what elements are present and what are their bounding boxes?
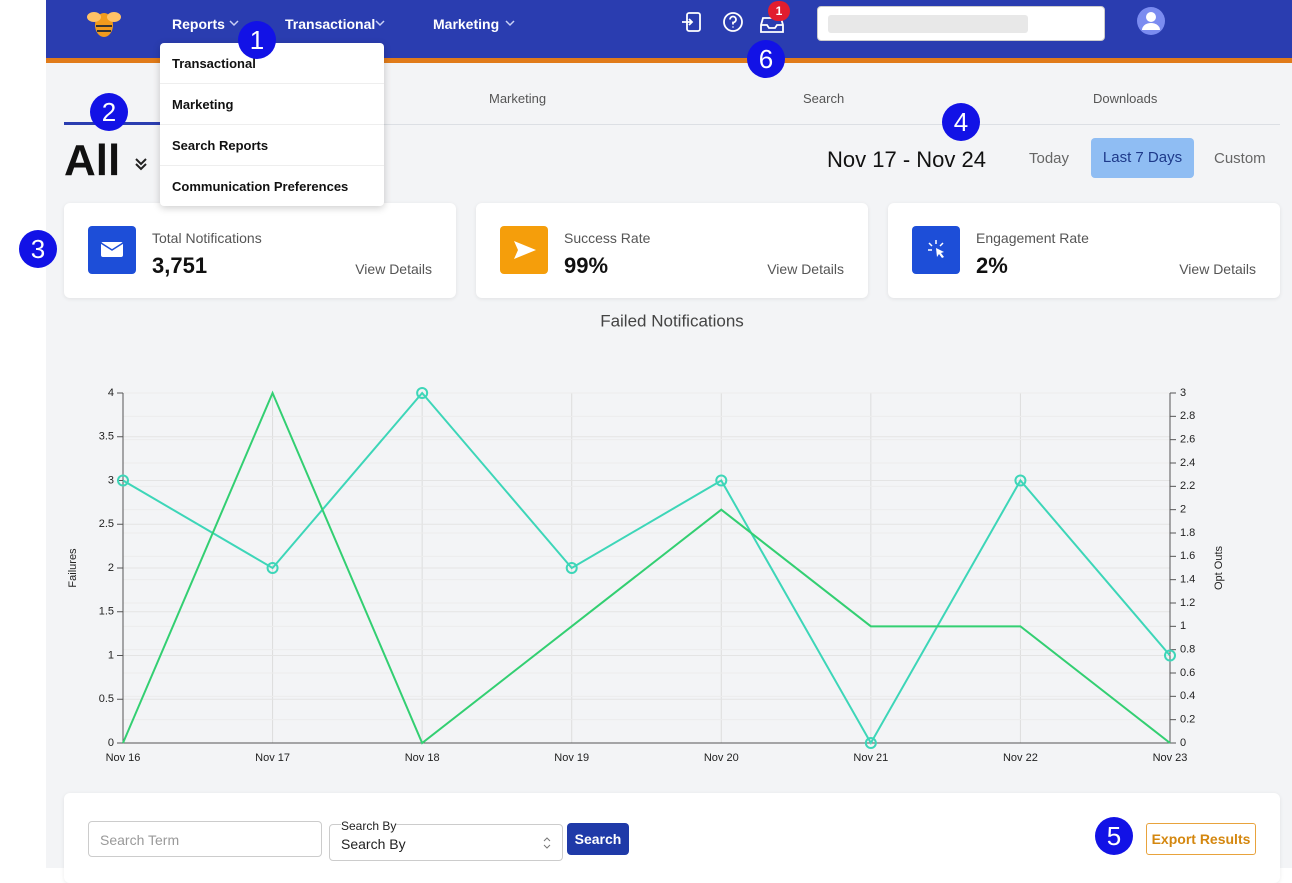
nav-menu[interactable]: Transactional	[285, 16, 376, 32]
tab[interactable]: Marketing	[489, 91, 547, 106]
dropdown-item[interactable]: Marketing	[172, 97, 234, 112]
y2-tick-label: 2.2	[1180, 480, 1195, 492]
dropdown-item[interactable]: Search Reports	[172, 138, 269, 153]
point	[715, 474, 728, 487]
point	[864, 737, 877, 749]
select-label: Search By	[341, 819, 397, 833]
y2-tick-label: 2	[1180, 504, 1186, 516]
placeholder: Search Term	[100, 832, 180, 848]
nav-menu[interactable]: Reports	[172, 16, 225, 32]
account-select[interactable]	[817, 6, 1105, 41]
annotation: 1	[238, 21, 276, 59]
search-button[interactable]: Search	[567, 823, 629, 855]
stat-card: Success Rate 99% View Details	[476, 203, 868, 298]
filter-chevron[interactable]	[133, 156, 149, 172]
point	[117, 474, 129, 487]
x-tick-label: Nov 23	[1153, 752, 1188, 764]
point	[266, 562, 279, 574]
range-button-active[interactable]: Last 7 Days	[1091, 138, 1194, 178]
x-tick-label: Nov 16	[106, 752, 141, 764]
card-icon	[500, 226, 548, 274]
annotation: 4	[942, 103, 980, 141]
avatar[interactable]	[1136, 6, 1166, 36]
annotation: 3	[19, 230, 57, 268]
y-tick-label: 4	[108, 387, 114, 399]
tab[interactable]: Search	[803, 91, 845, 106]
card-label: Success Rate	[564, 230, 651, 246]
stat-card: Total Notifications 3,751 View Details	[64, 203, 456, 298]
point	[416, 387, 429, 399]
card-label: Total Notifications	[152, 230, 262, 246]
annotation: 2	[90, 93, 128, 131]
card-value: 3,751	[152, 253, 208, 278]
x-tick-label: Nov 20	[704, 752, 739, 764]
y2-tick-label: 1.4	[1180, 574, 1195, 586]
nav-menu[interactable]: Marketing	[433, 16, 500, 32]
y-tick-label: 3.5	[99, 431, 114, 443]
export-button[interactable]: Export Results	[1146, 823, 1256, 855]
y2-tick-label: 1	[1180, 620, 1186, 632]
dropdown-item[interactable]: Communication Preferences	[172, 179, 349, 194]
y-tick-label: 3	[108, 474, 114, 486]
filter-heading[interactable]: All	[64, 136, 121, 185]
y-tick-label: 1.5	[99, 606, 114, 618]
y2-tick-label: 3	[1180, 387, 1186, 399]
notification-badge: 1	[768, 1, 790, 21]
search-by-select[interactable]: Search By Search By	[329, 819, 563, 861]
line-series	[122, 391, 1171, 746]
search-input[interactable]: Search Term	[88, 821, 322, 857]
tab[interactable]: Downloads	[1093, 91, 1158, 106]
dropdown-item[interactable]: Transactional	[172, 56, 256, 71]
card-value: 99%	[564, 253, 609, 278]
card-link[interactable]: View Details	[1179, 261, 1256, 277]
x-tick-label: Nov 22	[1003, 752, 1038, 764]
range-button[interactable]: Today	[1029, 150, 1070, 167]
y2-tick-label: 1.6	[1180, 550, 1195, 562]
chevrons	[229, 20, 515, 27]
y2-tick-label: 0.6	[1180, 667, 1195, 679]
logo[interactable]	[86, 5, 122, 41]
point	[1014, 474, 1027, 487]
y2-tick-label: 2.4	[1180, 457, 1195, 469]
card-link[interactable]: View Details	[355, 261, 432, 277]
y2-axis-label: Opt Outs	[1213, 545, 1225, 590]
x-tick-label: Nov 21	[853, 752, 888, 764]
y2-tick-label: 0.2	[1180, 714, 1195, 726]
range-button[interactable]: Custom	[1214, 150, 1266, 167]
y2-tick-label: 0.8	[1180, 644, 1195, 656]
card-value: 2%	[976, 253, 1008, 278]
y-tick-label: 1	[108, 649, 114, 661]
line-series	[122, 390, 1171, 745]
annotation: 6	[747, 40, 785, 78]
card-icon	[88, 226, 136, 274]
tab-rule	[64, 124, 1280, 125]
stat-card: Engagement Rate 2% View Details	[888, 203, 1280, 298]
x-tick-label: Nov 17	[255, 752, 290, 764]
dropdown-menu	[160, 43, 384, 206]
y-tick-label: 0.5	[99, 693, 114, 705]
date-range: Nov 17 - Nov 24	[827, 147, 986, 172]
chart-title: Failed Notifications	[600, 311, 744, 330]
y-tick-label: 2.5	[99, 518, 114, 530]
card-icon	[912, 226, 960, 274]
y-tick-label: 2	[108, 562, 114, 574]
y2-tick-label: 1.2	[1180, 597, 1195, 609]
select-value: Search By	[341, 836, 406, 852]
y2-tick-label: 2.8	[1180, 410, 1195, 422]
point	[1164, 649, 1176, 662]
y2-tick-label: 0	[1180, 737, 1186, 749]
card-link[interactable]: View Details	[767, 261, 844, 277]
x-tick-label: Nov 18	[405, 752, 440, 764]
y2-tick-label: 2.6	[1180, 434, 1195, 446]
y-axis-label: Failures	[67, 548, 79, 588]
annotation: 5	[1095, 817, 1133, 855]
card-label: Engagement Rate	[976, 230, 1089, 246]
point	[565, 562, 578, 574]
y2-tick-label: 1.8	[1180, 527, 1195, 539]
y2-tick-label: 0.4	[1180, 690, 1195, 702]
y-tick-label: 0	[108, 737, 114, 749]
x-tick-label: Nov 19	[554, 752, 589, 764]
